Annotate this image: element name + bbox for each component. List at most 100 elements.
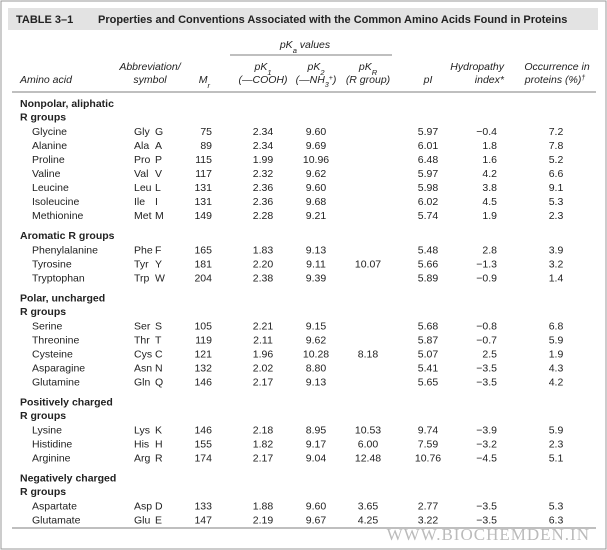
hydropathy: −3.9 <box>476 425 497 437</box>
amino-acid: Lysine <box>32 425 62 437</box>
occurrence: 2.3 <box>549 439 564 451</box>
pk1: 2.18 <box>253 425 274 437</box>
table-label: TABLE 3–1 <box>16 14 73 26</box>
group-heading: R groups <box>20 410 66 422</box>
abbr-three: Ala <box>134 140 149 152</box>
pi: 5.97 <box>418 126 439 138</box>
abbr-one: A <box>155 140 162 152</box>
pi: 9.74 <box>418 425 439 437</box>
pk1: 2.17 <box>253 453 274 465</box>
mr: 117 <box>195 168 212 180</box>
mr: 181 <box>194 259 212 271</box>
pk2: 9.67 <box>306 515 327 527</box>
pk2: 9.60 <box>306 501 327 513</box>
pk2: 9.04 <box>306 453 327 465</box>
abbr-three: Thr <box>134 335 150 347</box>
mr: 121 <box>194 349 212 361</box>
pka-group-header: pKa values <box>279 39 331 55</box>
amino-acid: Glutamine <box>32 377 80 389</box>
col-header: symbol <box>133 74 167 86</box>
group-heading: Polar, uncharged <box>20 293 105 305</box>
pi: 6.02 <box>418 196 439 208</box>
pk1: 2.36 <box>253 182 274 194</box>
col-header: pK1 <box>253 61 271 77</box>
abbr-one: V <box>155 168 162 180</box>
pk1: 2.21 <box>253 321 274 333</box>
hydropathy: −4.5 <box>476 453 497 465</box>
amino-acid: Glycine <box>32 126 67 138</box>
group-heading: R groups <box>20 486 66 498</box>
mr: 131 <box>194 182 212 194</box>
abbr-one: G <box>155 126 163 138</box>
amino-acid: Phenylalanine <box>32 245 98 257</box>
pk2: 9.13 <box>306 377 327 389</box>
pk2: 9.15 <box>306 321 327 333</box>
mr: 119 <box>195 335 212 347</box>
pi: 5.68 <box>418 321 439 333</box>
col-header: (—COOH) <box>239 74 288 86</box>
header-part: (—NH <box>296 74 326 86</box>
abbr-three: Gly <box>134 126 151 138</box>
col-header: Occurrence in <box>524 61 590 73</box>
mr: 204 <box>194 273 212 285</box>
hydropathy: 4.2 <box>482 168 497 180</box>
occurrence: 4.2 <box>549 377 564 389</box>
pk2: 9.62 <box>306 168 327 180</box>
abbr-three: Leu <box>134 182 152 194</box>
abbr-three: Gln <box>134 377 151 389</box>
header-part: 2 <box>319 68 325 77</box>
amino-acid: Arginine <box>32 453 71 465</box>
mr: 105 <box>194 321 212 333</box>
header-part: 1 <box>267 68 271 77</box>
hydropathy: 2.5 <box>482 349 497 361</box>
pk2: 9.69 <box>306 140 327 152</box>
pkr: 10.07 <box>355 259 381 271</box>
pk2: 9.68 <box>306 196 327 208</box>
pk1: 1.88 <box>253 501 274 513</box>
mr: 165 <box>194 245 212 257</box>
mr: 149 <box>194 210 212 222</box>
abbr-one: F <box>155 245 161 257</box>
abbr-three: Asp <box>134 501 152 513</box>
header-part: R <box>372 68 378 77</box>
pi: 3.22 <box>418 515 439 527</box>
col-header: proteins (%)† <box>524 74 586 86</box>
hydropathy: 1.9 <box>482 210 497 222</box>
pk2: 10.96 <box>303 154 329 166</box>
col-header: pK2 <box>306 61 325 77</box>
header-part: pK <box>306 61 321 73</box>
col-header: (R group) <box>346 74 390 86</box>
abbr-one: P <box>155 154 162 166</box>
pi: 5.48 <box>418 245 439 257</box>
amino-acid: Valine <box>32 168 61 180</box>
amino-acid: Leucine <box>32 182 69 194</box>
pk2: 9.11 <box>306 259 326 271</box>
title-bar <box>8 8 598 30</box>
abbr-one: L <box>155 182 161 194</box>
occurrence: 1.4 <box>549 273 564 285</box>
hydropathy: 1.8 <box>482 140 497 152</box>
pi: 5.89 <box>418 273 439 285</box>
abbr-three: Asn <box>134 363 152 375</box>
occurrence: 5.2 <box>549 154 564 166</box>
hydropathy: −1.3 <box>476 259 497 271</box>
pk2: 9.60 <box>306 182 327 194</box>
abbr-three: His <box>134 439 149 451</box>
pkr: 12.48 <box>355 453 381 465</box>
group-heading: Nonpolar, aliphatic <box>20 98 114 110</box>
abbr-three: Pro <box>134 154 151 166</box>
col-header: pI <box>423 74 433 86</box>
amino-acid: Alanine <box>32 140 67 152</box>
abbr-three: Met <box>134 210 152 222</box>
mr: 133 <box>194 501 212 513</box>
occurrence: 6.8 <box>549 321 564 333</box>
group-heading: R groups <box>20 306 66 318</box>
amino-acid: Histidine <box>32 439 72 451</box>
hydropathy: −3.5 <box>476 515 497 527</box>
abbr-three: Arg <box>134 453 151 465</box>
header-part: r <box>208 81 211 90</box>
pk1: 1.99 <box>253 154 274 166</box>
abbr-one: Q <box>155 377 163 389</box>
abbr-one: E <box>155 515 162 527</box>
